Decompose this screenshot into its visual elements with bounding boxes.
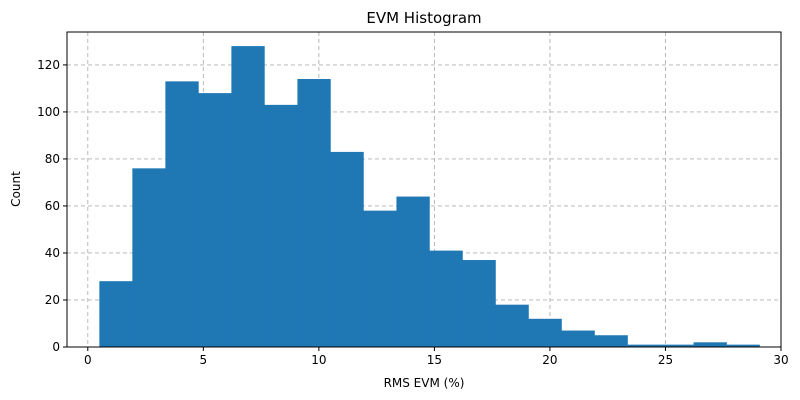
x-tick-label: 5 [200,353,208,367]
histogram-bar [495,304,529,347]
histogram-bar [198,93,232,347]
histogram-bar [396,196,430,347]
y-tick-label: 40 [45,246,60,260]
bars [99,46,760,348]
histogram-bar [462,260,496,347]
plot-frame [66,31,782,348]
x-axis-label: RMS EVM (%) [384,376,465,390]
histogram-bar [660,344,694,347]
y-tick-label: 100 [37,105,60,119]
x-tick-label: 20 [542,353,557,367]
histogram-bar [132,168,166,347]
y-tick-label: 0 [52,340,60,354]
x-tick-label: 10 [311,353,326,367]
y-axis-label: Count [9,171,23,207]
y-tick-label: 120 [37,58,60,72]
histogram-bar [330,151,364,347]
histogram-bar [297,79,331,347]
y-tick-label: 20 [45,293,60,307]
histogram-bar [528,318,562,347]
y-tick-label: 60 [45,199,60,213]
histogram-bar [165,81,199,348]
histogram-bar [231,46,265,347]
chart-title: EVM Histogram [366,9,481,27]
histogram-bar [693,342,727,347]
y-tick-label: 80 [45,152,60,166]
histogram-bar [561,330,595,347]
x-tick-label: 0 [84,353,92,367]
x-tick-label: 30 [773,353,788,367]
histogram-bar [627,344,661,347]
histogram-bar [429,250,463,347]
histogram-bar [264,104,298,347]
histogram-bar [99,281,133,347]
histogram-bar [726,344,760,347]
histogram-bar [594,335,628,347]
axes: 0 5 10 15 20 25 30 0 20 40 60 80 100 120 [37,31,789,367]
x-tick-label: 25 [658,353,673,367]
x-tick-label: 15 [427,353,442,367]
histogram-bar [363,210,397,347]
